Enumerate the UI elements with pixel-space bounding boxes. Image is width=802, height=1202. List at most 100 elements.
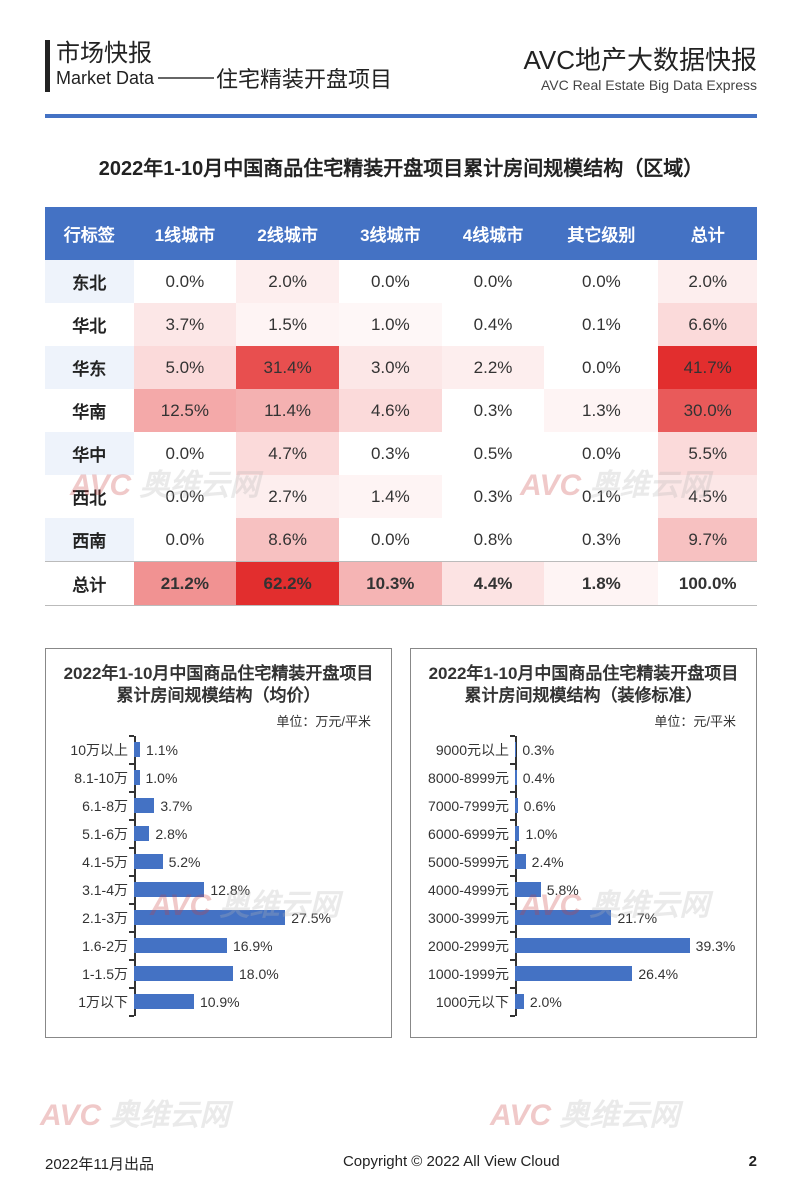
chart-right-bars: 9000元以上0.3%8000-8999元0.4%7000-7999元0.6%6…	[423, 736, 744, 1016]
bar-row: 1.6-2万16.9%	[134, 932, 379, 960]
watermark: AVC 奥维云网	[40, 1090, 229, 1134]
heatmap-cell: 0.1%	[544, 303, 658, 346]
bar-row: 9000元以上0.3%	[515, 736, 744, 764]
bar-value-label: 1.0%	[146, 764, 178, 792]
heatmap-col-header: 1线城市	[134, 207, 237, 260]
bar-fill	[134, 994, 194, 1009]
bar-category-label: 6.1-8万	[58, 792, 128, 820]
heatmap-cell: 4.6%	[339, 389, 442, 432]
heatmap-row-label: 东北	[45, 260, 134, 303]
heatmap-cell: 2.0%	[236, 260, 339, 303]
heatmap-cell: 0.0%	[134, 475, 237, 518]
header-right-titles: AVC地产大数据快报 AVC Real Estate Big Data Expr…	[523, 40, 757, 93]
header-left-en: Market Data	[56, 68, 154, 89]
bar-category-label: 2000-2999元	[423, 932, 509, 960]
heatmap-total-cell: 21.2%	[134, 562, 237, 606]
bar-row: 1000元以下2.0%	[515, 988, 744, 1016]
bar-row: 4.1-5万5.2%	[134, 848, 379, 876]
heatmap-row-label: 华南	[45, 389, 134, 432]
bar-fill	[515, 826, 519, 841]
heatmap-cell: 1.0%	[339, 303, 442, 346]
bar-row: 8000-8999元0.4%	[515, 764, 744, 792]
footer-left: 2022年11月出品	[45, 1153, 154, 1174]
header-bar	[45, 40, 50, 92]
heatmap-cell: 4.5%	[658, 475, 757, 518]
heatmap-row-label: 华北	[45, 303, 134, 346]
bar-row: 5.1-6万2.8%	[134, 820, 379, 848]
chart-left-unit: 单位：万元/平米	[58, 711, 379, 730]
header-right-en: AVC Real Estate Big Data Express	[523, 77, 757, 93]
heatmap-row: 西南0.0%8.6%0.0%0.8%0.3%9.7%	[45, 518, 757, 562]
heatmap-table: 行标签1线城市2线城市3线城市4线城市其它级别总计 东北0.0%2.0%0.0%…	[45, 207, 757, 606]
heatmap-title: 2022年1-10月中国商品住宅精装开盘项目累计房间规模结构（区域）	[45, 152, 757, 181]
bar-fill	[134, 826, 149, 841]
heatmap-row: 东北0.0%2.0%0.0%0.0%0.0%2.0%	[45, 260, 757, 303]
heatmap-row: 华中0.0%4.7%0.3%0.5%0.0%5.5%	[45, 432, 757, 475]
bar-fill	[134, 770, 140, 785]
heatmap-cell: 0.0%	[339, 518, 442, 562]
bar-row: 8.1-10万1.0%	[134, 764, 379, 792]
heatmap-col-header: 其它级别	[544, 207, 658, 260]
bar-row: 1-1.5万18.0%	[134, 960, 379, 988]
heatmap-cell: 6.6%	[658, 303, 757, 346]
heatmap-cell: 0.0%	[544, 346, 658, 389]
heatmap-header-row: 行标签1线城市2线城市3线城市4线城市其它级别总计	[45, 207, 757, 260]
bar-value-label: 0.3%	[522, 736, 554, 764]
bar-row: 2.1-3万27.5%	[134, 904, 379, 932]
bar-fill	[134, 742, 140, 757]
bar-category-label: 3.1-4万	[58, 876, 128, 904]
header-right-cn: AVC地产大数据快报	[523, 40, 757, 77]
heatmap-cell: 3.0%	[339, 346, 442, 389]
bar-category-label: 8000-8999元	[423, 764, 509, 792]
bar-category-label: 10万以上	[58, 736, 128, 764]
bar-row: 3000-3999元21.7%	[515, 904, 744, 932]
bar-category-label: 8.1-10万	[58, 764, 128, 792]
bar-value-label: 2.8%	[155, 820, 187, 848]
bar-value-label: 27.5%	[291, 904, 331, 932]
bar-row: 5000-5999元2.4%	[515, 848, 744, 876]
bar-category-label: 1万以下	[58, 988, 128, 1016]
heatmap-col-header: 行标签	[45, 207, 134, 260]
bar-fill	[134, 882, 204, 897]
bar-value-label: 1.1%	[146, 736, 178, 764]
bar-category-label: 4000-4999元	[423, 876, 509, 904]
heatmap-total-cell: 62.2%	[236, 562, 339, 606]
heatmap-cell: 2.2%	[442, 346, 545, 389]
bar-value-label: 12.8%	[210, 876, 250, 904]
heatmap-total-cell: 100.0%	[658, 562, 757, 606]
bar-fill	[515, 966, 632, 981]
bar-row: 6.1-8万3.7%	[134, 792, 379, 820]
bar-value-label: 5.8%	[547, 876, 579, 904]
heatmap-cell: 1.4%	[339, 475, 442, 518]
chart-right: 2022年1-10月中国商品住宅精装开盘项目累计房间规模结构（装修标准） 单位：…	[410, 648, 757, 1038]
bar-row: 10万以上1.1%	[134, 736, 379, 764]
heatmap-row: 西北0.0%2.7%1.4%0.3%0.1%4.5%	[45, 475, 757, 518]
heatmap-total-cell: 1.8%	[544, 562, 658, 606]
bar-category-label: 1000元以下	[423, 988, 509, 1016]
heatmap-cell: 5.5%	[658, 432, 757, 475]
bar-row: 1000-1999元26.4%	[515, 960, 744, 988]
bar-value-label: 5.2%	[169, 848, 201, 876]
heatmap-cell: 0.0%	[134, 432, 237, 475]
bar-category-label: 1000-1999元	[423, 960, 509, 988]
heatmap-cell: 5.0%	[134, 346, 237, 389]
heatmap-col-header: 3线城市	[339, 207, 442, 260]
heatmap-total-cell: 4.4%	[442, 562, 545, 606]
heatmap-cell: 3.7%	[134, 303, 237, 346]
heatmap-cell: 2.0%	[658, 260, 757, 303]
heatmap-row: 华北3.7%1.5%1.0%0.4%0.1%6.6%	[45, 303, 757, 346]
bar-fill	[134, 938, 227, 953]
bar-category-label: 5000-5999元	[423, 848, 509, 876]
heatmap-cell: 0.0%	[544, 260, 658, 303]
heatmap-col-header: 4线城市	[442, 207, 545, 260]
bar-fill	[134, 910, 285, 925]
page-footer: 2022年11月出品 Copyright © 2022 All View Clo…	[45, 1153, 757, 1174]
bar-value-label: 3.7%	[160, 792, 192, 820]
footer-copyright: Copyright © 2022 All View Cloud	[343, 1153, 560, 1174]
heatmap-row-label: 华东	[45, 346, 134, 389]
bar-value-label: 1.0%	[525, 820, 557, 848]
heatmap-cell: 4.7%	[236, 432, 339, 475]
bar-row: 1万以下10.9%	[134, 988, 379, 1016]
bar-row: 6000-6999元1.0%	[515, 820, 744, 848]
heatmap-cell: 8.6%	[236, 518, 339, 562]
